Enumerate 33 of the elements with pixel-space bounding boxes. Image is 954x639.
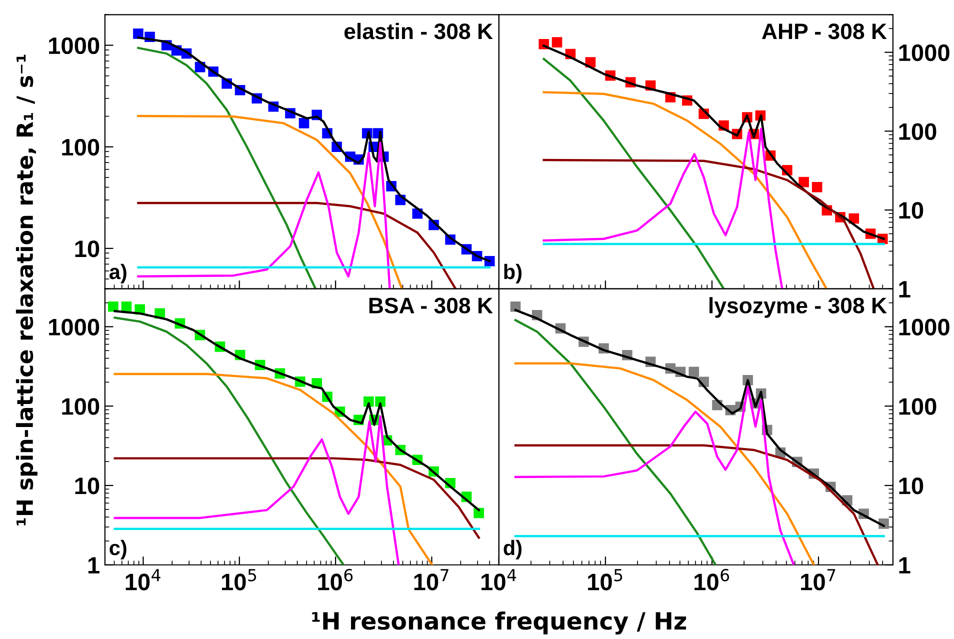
y-tick-label: 1000 xyxy=(49,37,100,54)
y-tick-label: 10 xyxy=(75,478,100,494)
y-tick-label: 10 xyxy=(899,202,924,219)
chart-title: BSA - 308 K xyxy=(369,298,493,314)
x-tick-label: 10$^{7}$ xyxy=(801,569,836,590)
y-tick-label: 10 xyxy=(899,478,924,494)
x-tick-label: 10$^{4}$ xyxy=(126,569,160,590)
chart-title: AHP - 308 K xyxy=(762,24,887,40)
x-tick-label: 10$^{5}$ xyxy=(222,569,256,590)
x-tick-label: 10$^{6}$ xyxy=(318,568,353,590)
y-tick-label: 100 xyxy=(899,398,936,415)
y-tick-label: 1000 xyxy=(899,44,950,62)
y-tick-label: 100 xyxy=(62,138,100,156)
y-tick-label: 100 xyxy=(62,398,100,415)
y-tick-label: 1000 xyxy=(899,318,950,336)
chart-title: elastin - 308 K xyxy=(344,22,493,40)
y-tick-label: 100 xyxy=(899,123,936,140)
y-tick-label: 1 xyxy=(899,281,910,298)
y-tick-label: 1 xyxy=(88,557,100,574)
y-axis-title: ¹H spin-lattice relaxation rate, R₁ / s⁻¹ xyxy=(16,54,38,526)
annotation: a) xyxy=(109,264,126,284)
x-tick-label: 10$^{6}$ xyxy=(694,568,730,590)
y-tick-label: 1000 xyxy=(49,318,100,336)
x-tick-label: 10$^{7}$ xyxy=(414,569,448,590)
y-tick-label: 10 xyxy=(75,240,100,258)
annotation: c) xyxy=(110,540,126,560)
x-tick-label: 10$^{5}$ xyxy=(588,569,622,590)
annotation: d) xyxy=(504,540,522,560)
x-tick-label: 10$^{4}$ xyxy=(482,569,516,590)
y-tick-label: 1 xyxy=(899,557,910,574)
chart-title: lysozyme - 308 K xyxy=(709,297,887,318)
annotation: b) xyxy=(504,264,522,284)
x-axis-title: ¹H resonance frequency / Hz xyxy=(312,612,686,635)
